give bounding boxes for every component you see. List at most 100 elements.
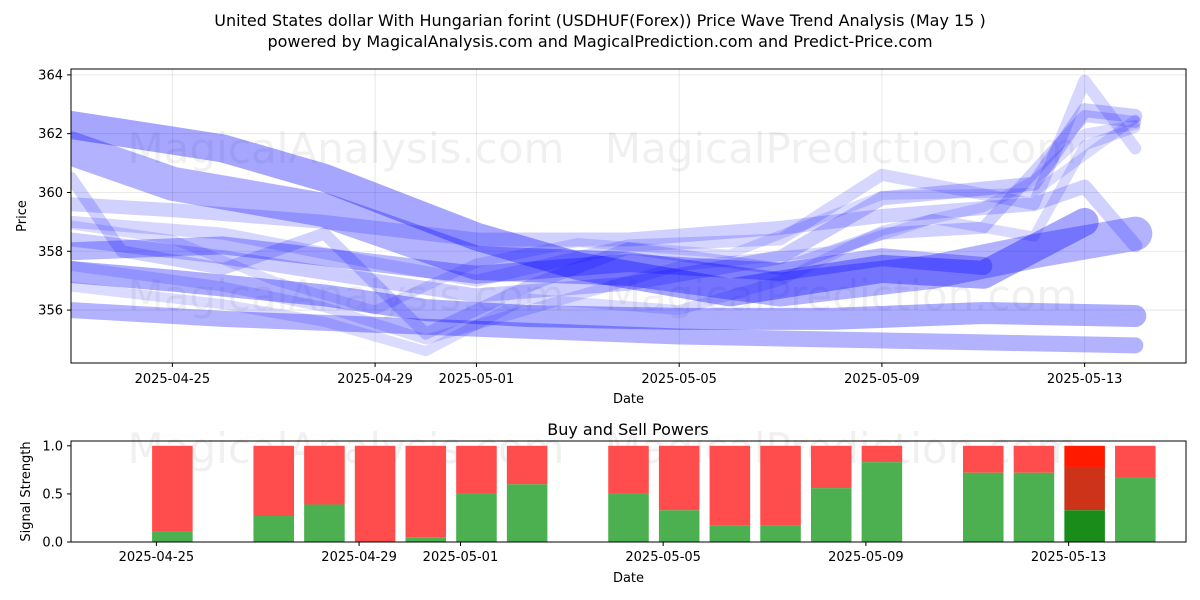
x-tick-label: 2025-04-29	[337, 372, 413, 387]
sell-power-bar	[709, 445, 751, 526]
mixed-power-bar	[1064, 466, 1105, 511]
wave-band	[71, 131, 1153, 307]
signal-bar	[810, 445, 852, 542]
signal-bar	[608, 445, 649, 542]
x-tick-label: 2025-05-13	[1047, 372, 1123, 387]
buy-power-bar	[506, 484, 548, 542]
y-tick-label: 362	[38, 127, 63, 142]
buy-power-bar	[658, 510, 700, 542]
signal-bar	[152, 445, 193, 542]
y-tick-label: 0.0	[42, 536, 63, 551]
wave-band	[71, 122, 1141, 345]
sell-power-bar	[304, 445, 345, 505]
signal-bar	[456, 445, 497, 542]
wave-band	[71, 103, 1143, 303]
signal-bar	[1013, 445, 1055, 542]
buy-power-bar	[405, 537, 447, 542]
y-tick-label: 358	[38, 245, 63, 260]
x-tick-label: 2025-04-25	[119, 550, 195, 565]
sell-power-bar	[608, 445, 649, 494]
buy-power-bar	[152, 531, 193, 542]
x-axis-label: Date	[613, 392, 644, 407]
x-tick-label: 2025-04-29	[321, 550, 397, 565]
buy-power-bar	[1064, 510, 1105, 542]
sell-power-bar	[1064, 445, 1105, 467]
sell-power-bar	[963, 445, 1004, 473]
wave-band	[71, 236, 993, 284]
signal-bar	[1064, 445, 1105, 542]
sell-power-bar	[810, 445, 852, 489]
sell-power-bar	[861, 445, 903, 463]
sell-power-bar	[253, 445, 294, 517]
wave-band	[71, 114, 1140, 315]
signal-bar	[304, 445, 345, 542]
buy-power-bar	[304, 504, 345, 542]
sell-power-bar	[152, 445, 193, 532]
buy-power-bar	[253, 516, 294, 542]
buy-power-bar	[810, 488, 852, 542]
price-wave-chart: MagicalAnalysis.com MagicalPrediction.com…	[15, 68, 1187, 407]
buy-sell-powers-chart: MagicalAnalysis.comMagicalPrediction.com…	[19, 420, 1187, 586]
x-tick-label: 2025-05-13	[1031, 550, 1107, 565]
signal-bar	[861, 445, 903, 542]
y-tick-label: 0.5	[42, 487, 63, 502]
buy-power-bar	[861, 462, 903, 542]
wave-band	[71, 179, 1143, 253]
y-axis-label: Signal Strength	[19, 441, 34, 541]
buy-power-bar	[760, 525, 801, 542]
buy-power-bar	[709, 525, 751, 542]
wave-band	[71, 110, 1099, 307]
signal-bar	[405, 445, 447, 542]
sell-power-bar	[1115, 445, 1156, 478]
figure-title-line2: powered by MagicalAnalysis.com and Magic…	[267, 32, 932, 51]
top-axes-frame	[70, 68, 1187, 364]
signal-bar	[253, 445, 294, 542]
x-axis-label: Date	[613, 571, 644, 586]
bottom-chart-title: Buy and Sell Powers	[547, 420, 709, 439]
y-tick-label: 364	[38, 68, 63, 83]
signal-bar	[506, 445, 548, 542]
y-axis-label: Price	[15, 200, 30, 232]
x-tick-label: 2025-05-01	[439, 372, 515, 387]
sell-power-bar	[1013, 445, 1055, 473]
buy-power-bar	[456, 493, 497, 542]
x-tick-label: 2025-05-01	[423, 550, 499, 565]
buy-power-bar	[1013, 472, 1055, 542]
sell-power-bar	[658, 445, 700, 511]
signal-bar	[658, 445, 700, 542]
x-tick-label: 2025-05-05	[625, 550, 701, 565]
x-tick-label: 2025-05-09	[828, 550, 904, 565]
signal-bar	[963, 445, 1004, 542]
sell-power-bar	[760, 445, 801, 526]
watermark-text: MagicalPrediction.com	[605, 124, 1078, 173]
signal-bar	[354, 445, 396, 542]
wave-band	[71, 260, 1147, 330]
x-tick-label: 2025-05-05	[641, 372, 717, 387]
watermark-text: MagicalAnalysis.com	[128, 271, 565, 320]
wave-band	[71, 74, 1142, 287]
wave-band	[71, 302, 1144, 354]
bottom-axes-frame	[70, 440, 1187, 543]
x-tick-label: 2025-04-25	[135, 372, 211, 387]
sell-power-bar	[456, 445, 497, 494]
signal-bar	[1115, 445, 1156, 542]
sell-power-bar	[506, 445, 548, 485]
y-tick-label: 360	[38, 186, 63, 201]
buy-power-bar	[608, 493, 649, 542]
x-tick-label: 2025-05-09	[844, 372, 920, 387]
signal-bar	[760, 445, 801, 542]
wave-band	[71, 119, 1141, 357]
signal-bar	[709, 445, 751, 542]
y-tick-label: 1.0	[42, 439, 63, 454]
buy-power-bar	[1115, 477, 1156, 542]
figure-title-line1: United States dollar With Hungarian fori…	[214, 11, 985, 30]
buy-power-bar	[963, 472, 1004, 542]
watermark-text: MagicalPrediction.com	[605, 271, 1078, 320]
sell-power-bar	[405, 445, 447, 538]
watermark-text: MagicalAnalysis.com	[128, 124, 565, 173]
sell-power-bar	[354, 445, 396, 542]
y-tick-label: 356	[38, 304, 63, 319]
wave-band	[71, 110, 1142, 340]
watermark-text: MagicalAnalysis.com	[128, 424, 565, 473]
